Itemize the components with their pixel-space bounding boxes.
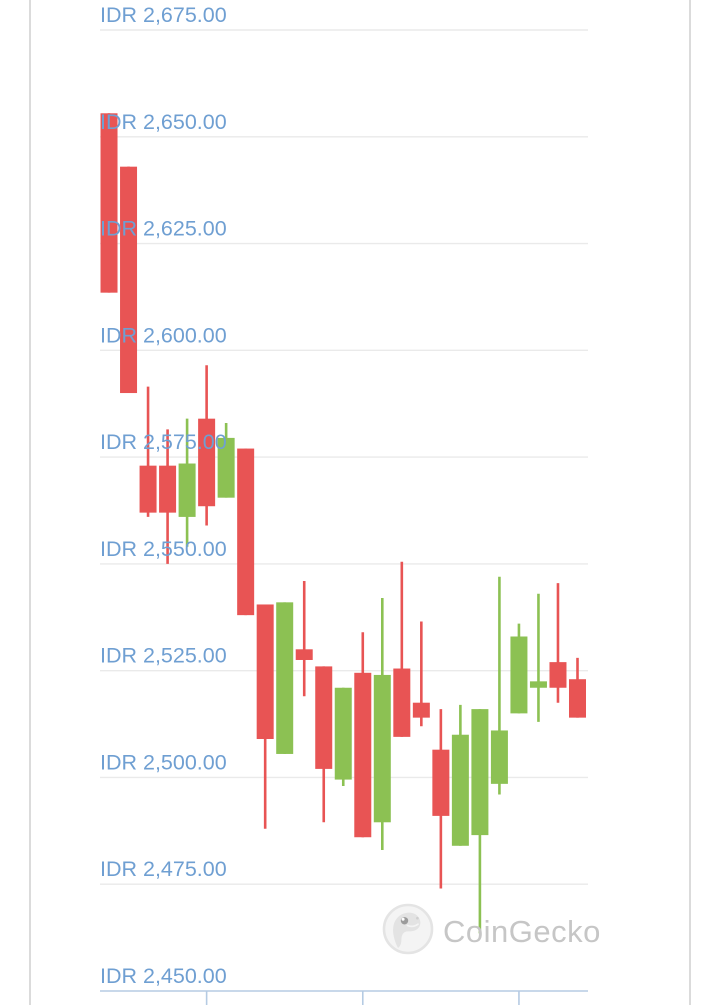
candle-body	[451, 734, 469, 846]
candle-body	[237, 448, 255, 616]
price-axis-label: IDR 2,450.00	[100, 964, 227, 988]
panel-border-left	[29, 0, 31, 1005]
candle-body	[412, 702, 430, 718]
candle-body	[373, 674, 391, 823]
panel-border-right	[689, 0, 691, 1005]
candle-body	[100, 113, 118, 293]
coingecko-watermark: CoinGecko	[382, 903, 601, 960]
candle-body	[256, 604, 274, 740]
price-axis-label: IDR 2,475.00	[100, 857, 227, 881]
candle-body	[354, 672, 372, 838]
candle-body	[432, 749, 450, 816]
candle-body	[334, 687, 352, 780]
candle-body	[159, 465, 177, 513]
price-axis-label: IDR 2,675.00	[100, 3, 227, 27]
candle-body	[295, 649, 313, 660]
candle-body	[139, 465, 157, 513]
candle-body	[471, 709, 489, 836]
candle-body	[393, 668, 411, 737]
candle-body	[549, 662, 567, 688]
price-axis-label: IDR 2,500.00	[100, 750, 227, 774]
coingecko-wordmark: CoinGecko	[443, 913, 601, 949]
candle-body	[510, 636, 528, 714]
price-axis-label: IDR 2,575.00	[100, 430, 227, 454]
candle-body	[490, 730, 508, 784]
candle-body	[198, 418, 216, 507]
candle-body	[120, 166, 138, 394]
coingecko-logo-icon	[382, 903, 434, 960]
price-axis-label: IDR 2,550.00	[100, 537, 227, 561]
price-axis-label: IDR 2,525.00	[100, 644, 227, 668]
candle-body	[529, 681, 547, 688]
candle-body	[217, 437, 235, 498]
price-axis-label: IDR 2,600.00	[100, 323, 227, 347]
candle-body	[178, 463, 196, 517]
candle-body	[569, 679, 586, 718]
candle-body	[276, 602, 294, 754]
price-axis-label: IDR 2,650.00	[100, 110, 227, 134]
candle-body	[315, 666, 333, 769]
price-axis-label: IDR 2,625.00	[100, 217, 227, 241]
